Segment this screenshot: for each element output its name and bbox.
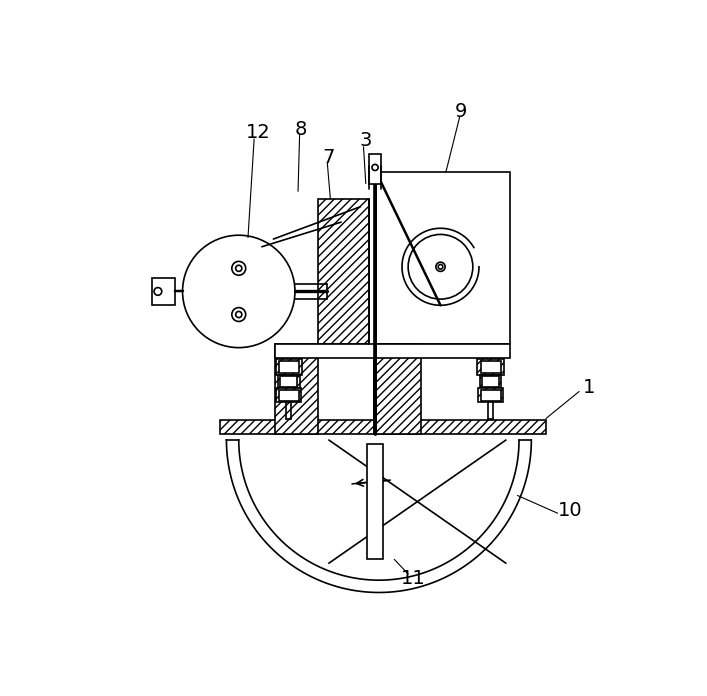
Circle shape (431, 258, 450, 276)
Bar (278, 374, 300, 388)
Bar (152, 278, 175, 306)
Bar (318, 199, 369, 344)
Text: 11: 11 (401, 569, 426, 588)
Bar (482, 376, 499, 387)
Bar (279, 390, 299, 401)
Text: 3: 3 (360, 131, 372, 150)
Text: 7: 7 (322, 148, 335, 167)
Bar (281, 376, 297, 387)
Circle shape (436, 262, 445, 271)
Bar (276, 388, 301, 402)
Text: 12: 12 (245, 123, 270, 142)
Text: 9: 9 (455, 102, 467, 120)
Bar (477, 359, 503, 374)
Bar (478, 388, 503, 402)
Circle shape (372, 164, 378, 171)
Bar (276, 359, 302, 374)
Bar (275, 344, 318, 434)
Circle shape (182, 235, 295, 347)
Bar (480, 374, 501, 388)
Circle shape (154, 287, 162, 295)
Bar (279, 361, 299, 373)
Circle shape (232, 262, 246, 275)
Bar (373, 344, 421, 434)
Bar (275, 344, 510, 358)
Circle shape (235, 311, 242, 317)
Circle shape (438, 264, 443, 269)
Text: 1: 1 (583, 378, 595, 397)
Circle shape (408, 235, 473, 299)
Bar (373, 172, 510, 344)
Bar (481, 390, 501, 401)
Bar (481, 361, 501, 373)
Text: 10: 10 (559, 501, 583, 521)
Bar (368, 444, 382, 560)
Bar (219, 420, 546, 434)
Circle shape (415, 242, 466, 292)
Circle shape (232, 308, 246, 322)
Circle shape (235, 265, 242, 271)
Text: 8: 8 (295, 120, 308, 139)
Bar (369, 155, 381, 184)
Circle shape (423, 250, 457, 284)
